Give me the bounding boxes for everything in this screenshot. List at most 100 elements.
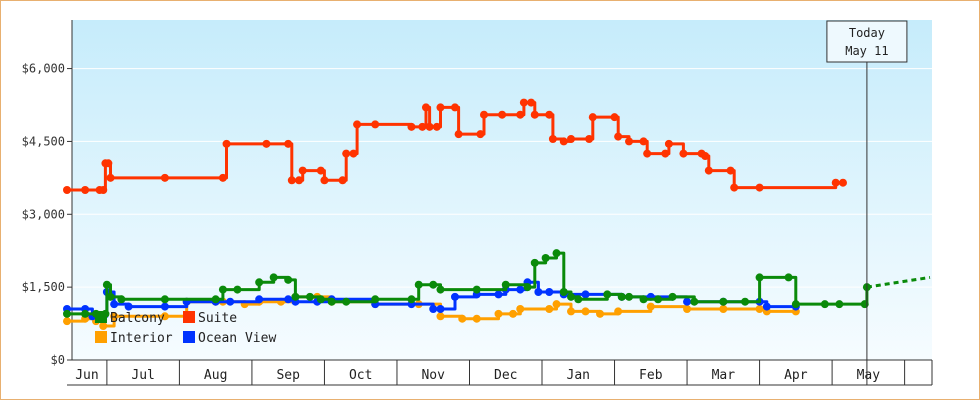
data-point-suite[interactable] [432, 122, 441, 131]
data-point-suite[interactable] [81, 186, 90, 194]
data-point-balcony[interactable] [371, 295, 380, 304]
data-point-balcony[interactable] [472, 285, 481, 294]
data-point-interior[interactable] [552, 300, 561, 309]
data-point-balcony[interactable] [530, 258, 539, 267]
data-point-balcony[interactable] [255, 278, 264, 287]
data-point-suite[interactable] [421, 103, 430, 112]
legend-item-ocean-view[interactable]: Ocean View [183, 331, 276, 346]
data-point-interior[interactable] [567, 307, 576, 316]
data-point-balcony[interactable] [552, 249, 561, 258]
data-point-suite[interactable] [730, 183, 739, 192]
data-point-balcony[interactable] [233, 285, 242, 294]
data-point-suite[interactable] [425, 122, 434, 131]
data-point-balcony[interactable] [102, 280, 111, 289]
data-point-balcony[interactable] [106, 292, 115, 301]
data-point-suite[interactable] [643, 149, 652, 158]
data-point-balcony[interactable] [429, 280, 438, 289]
data-point-suite[interactable] [498, 110, 507, 119]
data-point-suite[interactable] [222, 139, 231, 148]
data-point-ocean-view[interactable] [255, 295, 264, 304]
legend-item-suite[interactable]: Suite [183, 311, 237, 326]
data-point-ocean-view[interactable] [429, 305, 438, 313]
data-point-interior[interactable] [63, 317, 71, 326]
data-point-suite[interactable] [160, 173, 169, 182]
data-point-suite[interactable] [610, 113, 619, 122]
data-point-suite[interactable] [262, 139, 271, 148]
data-point-balcony[interactable] [305, 292, 314, 301]
data-point-ocean-view[interactable] [581, 290, 590, 299]
data-point-interior[interactable] [545, 305, 554, 313]
data-point-balcony[interactable] [719, 297, 728, 306]
data-point-balcony[interactable] [654, 295, 663, 304]
data-point-suite[interactable] [625, 137, 634, 146]
data-point-interior[interactable] [99, 322, 108, 330]
data-point-suite[interactable] [476, 130, 485, 139]
data-point-interior[interactable] [436, 312, 445, 321]
data-point-suite[interactable] [320, 176, 329, 185]
data-point-suite[interactable] [516, 110, 525, 119]
data-point-balcony[interactable] [218, 285, 227, 294]
data-point-balcony[interactable] [160, 295, 169, 304]
data-point-balcony[interactable] [690, 297, 699, 306]
data-point-suite[interactable] [99, 186, 108, 194]
data-point-suite[interactable] [287, 176, 296, 185]
data-point-suite[interactable] [371, 120, 380, 129]
data-point-suite[interactable] [530, 110, 539, 119]
data-point-interior[interactable] [494, 309, 503, 318]
data-point-suite[interactable] [353, 120, 362, 129]
data-point-suite[interactable] [106, 173, 115, 182]
data-point-balcony[interactable] [835, 300, 844, 309]
data-point-suite[interactable] [679, 149, 688, 158]
data-point-suite[interactable] [298, 166, 307, 175]
data-point-balcony[interactable] [211, 295, 220, 304]
data-point-ocean-view[interactable] [545, 288, 554, 296]
data-point-suite[interactable] [588, 113, 597, 122]
data-point-suite[interactable] [479, 110, 488, 119]
legend-item-balcony[interactable]: Balcony [95, 311, 165, 326]
data-point-suite[interactable] [436, 103, 445, 112]
data-point-balcony[interactable] [820, 300, 829, 309]
data-point-balcony[interactable] [269, 273, 278, 282]
data-point-ocean-view[interactable] [436, 305, 445, 313]
data-point-ocean-view[interactable] [762, 302, 771, 311]
data-point-ocean-view[interactable] [226, 297, 235, 306]
data-point-ocean-view[interactable] [110, 300, 119, 309]
data-point-suite[interactable] [614, 132, 623, 141]
data-point-balcony[interactable] [860, 300, 869, 309]
data-point-suite[interactable] [664, 139, 673, 148]
data-point-balcony[interactable] [117, 295, 126, 304]
data-point-balcony[interactable] [284, 275, 293, 284]
data-point-balcony[interactable] [63, 309, 71, 318]
data-point-balcony[interactable] [342, 297, 351, 306]
data-point-suite[interactable] [755, 183, 764, 192]
data-point-suite[interactable] [295, 176, 304, 185]
data-point-suite[interactable] [63, 186, 71, 194]
data-point-balcony[interactable] [625, 292, 634, 301]
data-point-suite[interactable] [407, 122, 416, 131]
data-point-balcony[interactable] [414, 280, 423, 289]
data-point-ocean-view[interactable] [450, 292, 459, 301]
data-point-balcony[interactable] [639, 295, 648, 304]
data-point-ocean-view[interactable] [516, 285, 525, 294]
data-point-balcony[interactable] [791, 300, 800, 309]
data-point-balcony[interactable] [291, 292, 300, 301]
data-point-interior[interactable] [110, 312, 119, 321]
data-point-balcony[interactable] [741, 297, 750, 306]
data-point-suite[interactable] [639, 137, 648, 146]
data-point-balcony[interactable] [567, 292, 576, 301]
data-point-interior[interactable] [160, 312, 169, 321]
data-point-balcony[interactable] [327, 297, 336, 306]
data-point-ocean-view[interactable] [534, 288, 543, 296]
data-point-suite[interactable] [316, 166, 325, 175]
data-point-suite[interactable] [704, 166, 713, 175]
data-point-interior[interactable] [458, 314, 467, 323]
data-point-suite[interactable] [831, 178, 840, 187]
data-point-balcony[interactable] [541, 254, 550, 262]
data-point-suite[interactable] [454, 130, 463, 139]
legend-item-interior[interactable]: Interior [95, 331, 173, 346]
data-point-balcony[interactable] [559, 288, 568, 296]
data-point-suite[interactable] [349, 149, 358, 158]
data-point-suite[interactable] [545, 110, 554, 119]
data-point-balcony[interactable] [603, 290, 612, 299]
data-point-suite[interactable] [218, 173, 227, 182]
